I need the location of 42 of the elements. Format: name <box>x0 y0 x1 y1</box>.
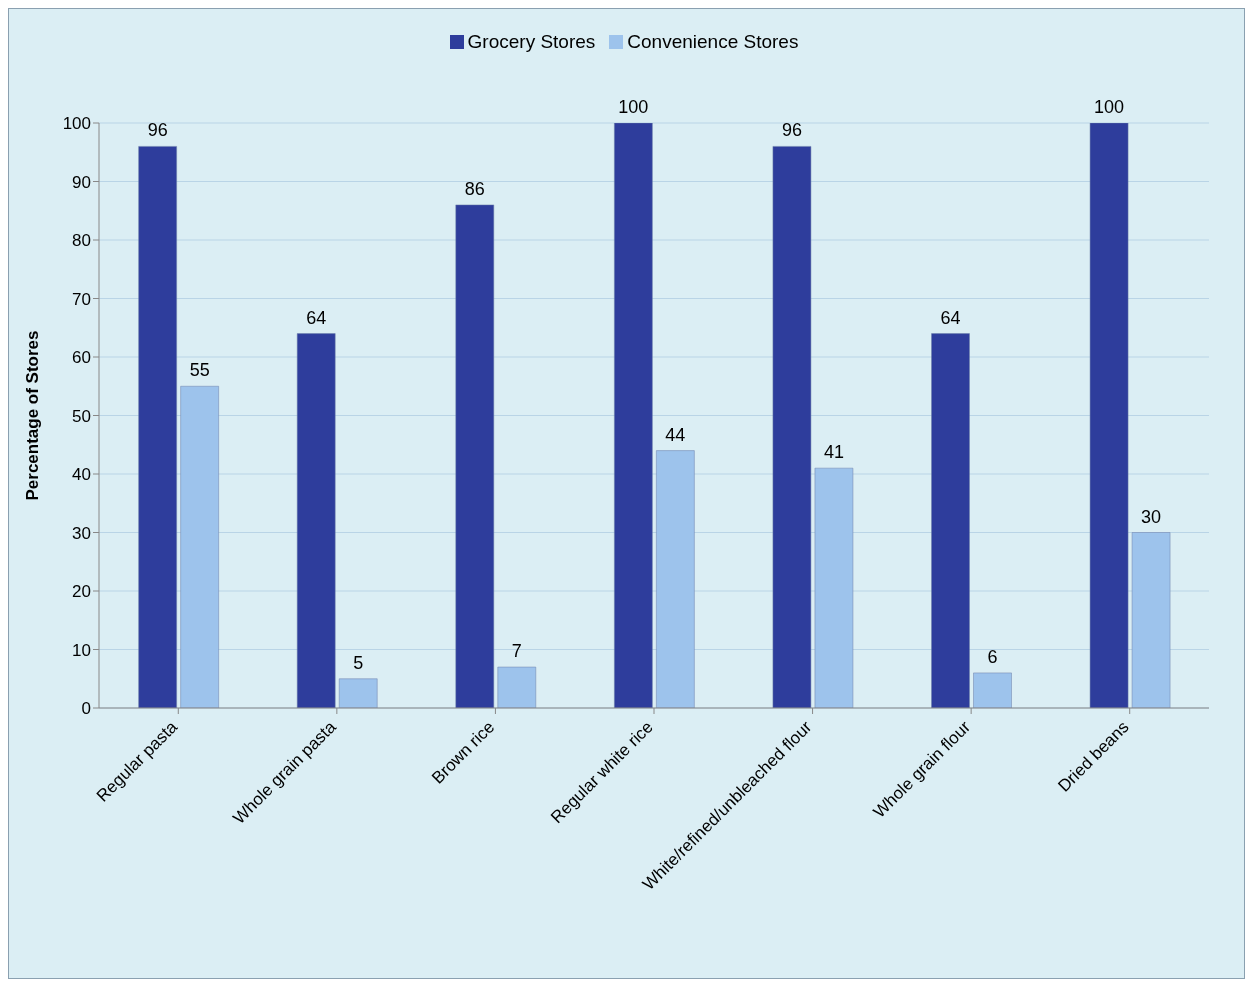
y-tick-label: 70 <box>72 289 91 309</box>
bar <box>814 467 854 708</box>
y-tick-label: 100 <box>62 114 91 134</box>
bar <box>338 678 378 708</box>
data-label: 100 <box>618 97 649 117</box>
data-label: 55 <box>189 360 210 381</box>
y-tick-label: 0 <box>81 699 91 719</box>
data-label: 41 <box>823 442 844 463</box>
data-label: 96 <box>147 120 168 141</box>
y-tick-label: 60 <box>72 348 91 368</box>
bar <box>973 672 1012 708</box>
bar <box>772 146 812 708</box>
data-label: 6 <box>987 646 998 667</box>
bar <box>614 123 653 708</box>
data-label: 86 <box>464 178 485 199</box>
data-label: 100 <box>1094 97 1125 117</box>
bar <box>1131 532 1171 708</box>
legend-label: Grocery Stores <box>467 31 596 53</box>
data-label: 96 <box>781 120 802 141</box>
data-label: 7 <box>511 641 522 662</box>
bar <box>931 333 970 708</box>
bar <box>296 333 336 708</box>
bar <box>1089 123 1129 708</box>
data-label: 5 <box>353 652 364 673</box>
y-axis-title: Percentage of Stores <box>23 330 43 501</box>
data-label: 64 <box>940 307 961 328</box>
y-tick-label: 80 <box>72 231 91 251</box>
y-tick-label: 20 <box>72 582 91 602</box>
bar <box>455 204 495 708</box>
data-label: 44 <box>665 424 686 445</box>
y-tick-label: 30 <box>72 523 91 543</box>
y-tick-label: 10 <box>72 640 91 660</box>
bar <box>656 450 695 708</box>
bar <box>180 386 219 708</box>
bar <box>497 666 537 708</box>
bar <box>138 146 177 708</box>
data-label: 30 <box>1141 506 1162 527</box>
y-tick-label: 40 <box>72 465 91 485</box>
y-tick-label: 50 <box>72 406 91 426</box>
data-label: 64 <box>306 307 327 328</box>
y-tick-label: 90 <box>72 172 91 192</box>
legend-label: Convenience Stores <box>627 31 799 53</box>
